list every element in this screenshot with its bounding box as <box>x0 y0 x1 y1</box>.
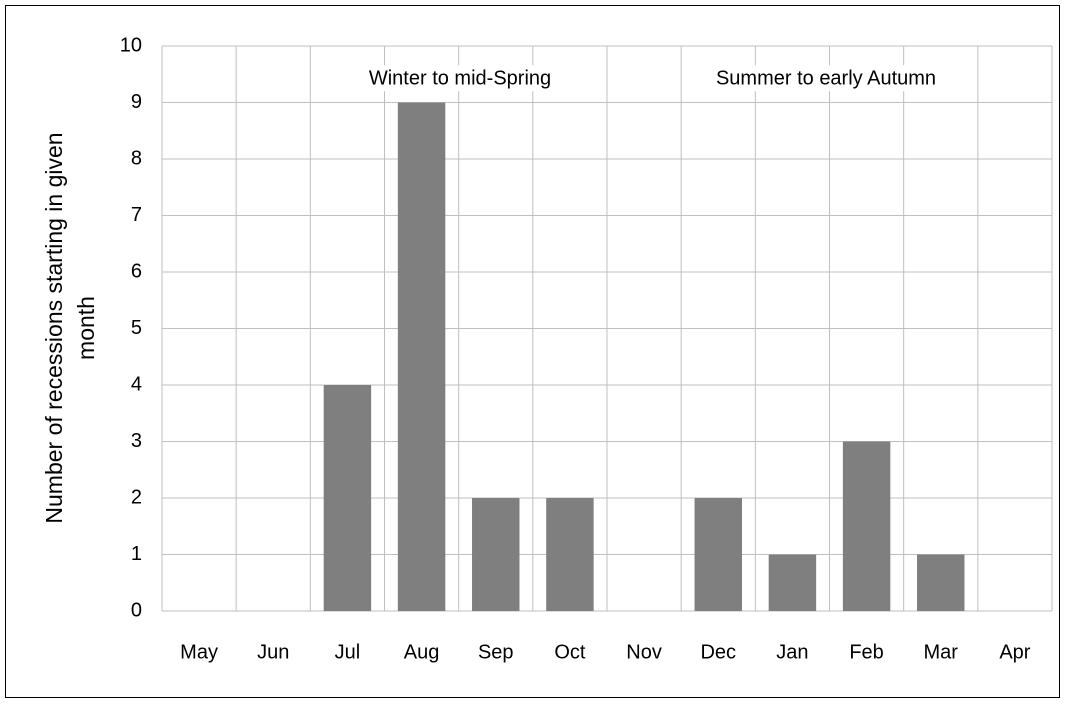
annotation-background <box>711 65 941 92</box>
y-tick-label: 3 <box>131 430 142 452</box>
y-tick-label: 5 <box>131 317 142 339</box>
x-tick-label: Jul <box>335 641 361 663</box>
y-tick-label: 0 <box>131 599 142 621</box>
bar <box>842 441 891 611</box>
bar <box>917 554 965 611</box>
bar <box>694 498 742 611</box>
x-tick-label: Feb <box>849 641 883 663</box>
y-axis-label: Number of recessions starting in given <box>41 132 67 523</box>
x-tick-label: May <box>180 641 218 663</box>
x-tick-label: Jun <box>257 641 289 663</box>
y-tick-label: 1 <box>131 543 142 565</box>
y-tick-label: 2 <box>131 486 142 508</box>
bar <box>472 498 520 611</box>
bar <box>546 498 594 611</box>
x-tick-label: Apr <box>999 641 1030 663</box>
bar <box>323 385 372 611</box>
annotation: Summer to early Autumn <box>716 67 936 89</box>
bar <box>768 554 817 611</box>
y-axis-label: month <box>73 296 99 360</box>
annotation-background <box>364 65 556 92</box>
bar <box>397 102 446 611</box>
annotation: Winter to mid-Spring <box>369 67 551 89</box>
x-tick-label: Jan <box>776 641 808 663</box>
x-tick-label: Sep <box>478 641 514 663</box>
y-tick-label: 8 <box>131 147 142 169</box>
x-tick-label: Dec <box>700 641 736 663</box>
x-tick-label: Nov <box>626 641 662 663</box>
x-tick-label: Mar <box>924 641 959 663</box>
y-tick-label: 9 <box>131 91 142 113</box>
y-tick-label: 10 <box>120 34 142 56</box>
x-tick-label: Oct <box>554 641 586 663</box>
y-tick-label: 7 <box>131 204 142 226</box>
y-tick-label: 6 <box>131 260 142 282</box>
y-tick-label: 4 <box>131 373 142 395</box>
x-tick-label: Aug <box>404 641 440 663</box>
